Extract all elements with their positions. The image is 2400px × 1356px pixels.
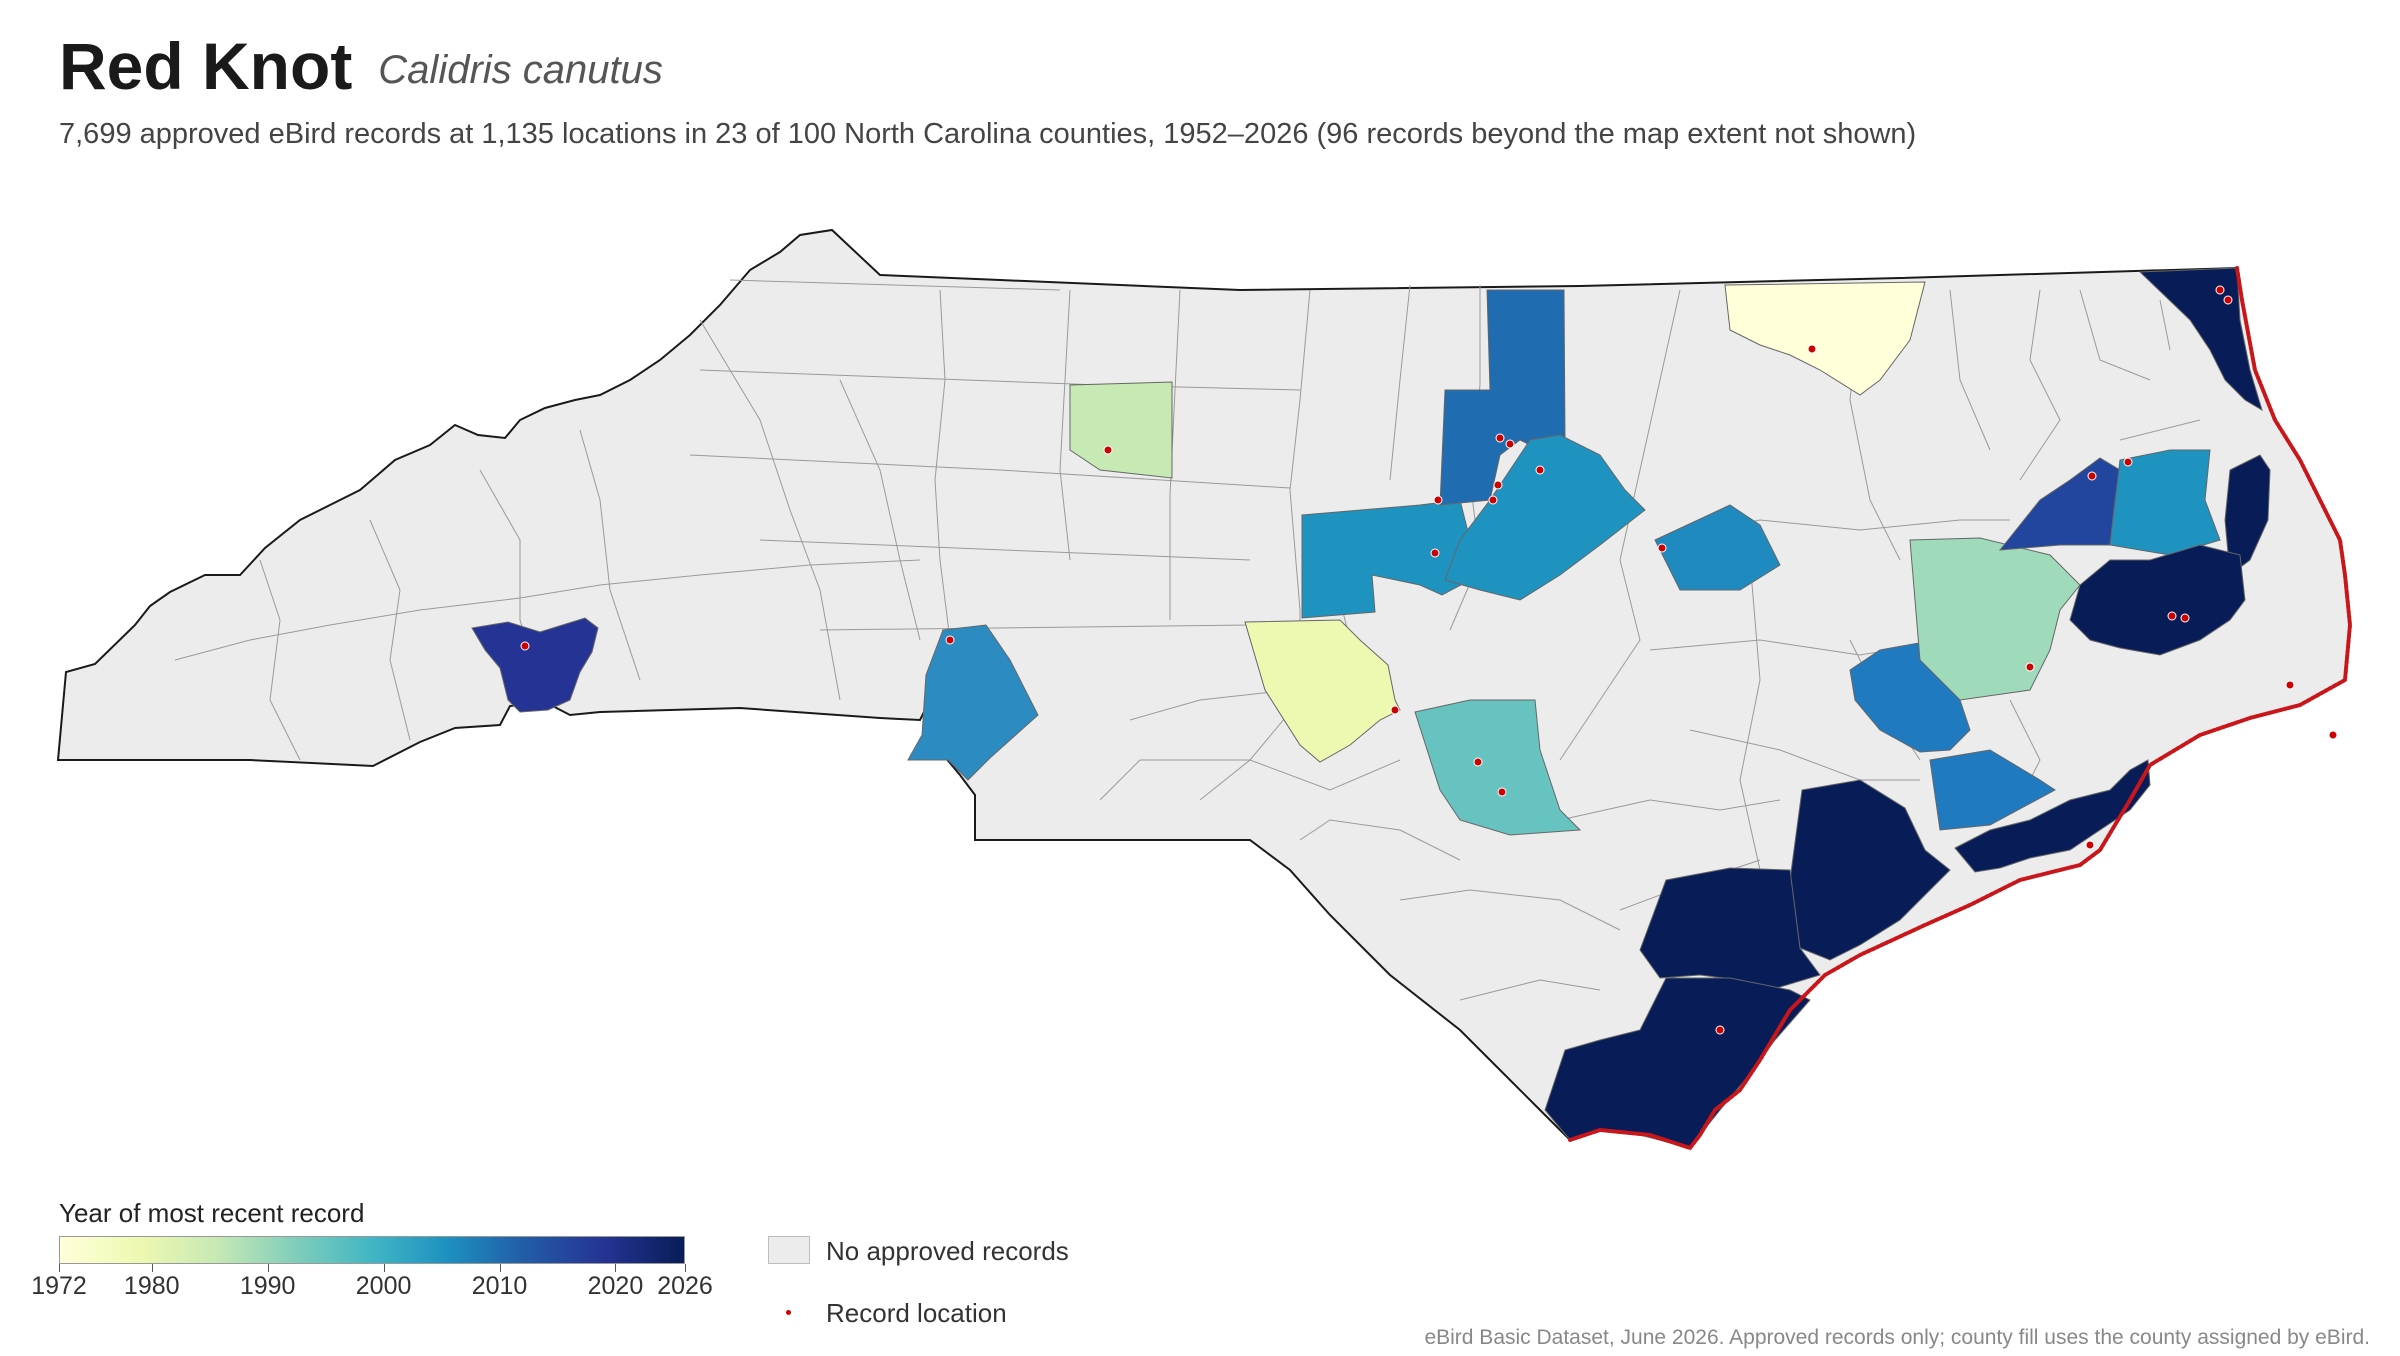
- subtitle: 7,699 approved eBird records at 1,135 lo…: [59, 118, 1917, 150]
- record-dot: [2215, 285, 2225, 295]
- record-dot: [2167, 611, 2177, 621]
- record-dot: [1505, 439, 1515, 449]
- record-dot: [1493, 480, 1503, 490]
- county-fill: [1909, 537, 2081, 701]
- record-dot: [1807, 344, 1817, 354]
- county-fill: [471, 617, 599, 713]
- record-dot: [2285, 680, 2295, 690]
- record-dot: [1495, 433, 1505, 443]
- county-fill: [1954, 759, 2151, 873]
- record-dot: [2025, 662, 2035, 672]
- county-fill: [907, 624, 1039, 781]
- county-fill: [2138, 267, 2263, 412]
- record-dot: [2085, 840, 2095, 850]
- record-dot: [1657, 543, 1667, 553]
- record-dot: [2087, 471, 2097, 481]
- colorbar-tick-label: 2026: [657, 1272, 713, 1300]
- colorbar-tick: [151, 1264, 153, 1272]
- county-fill: [2224, 454, 2271, 576]
- scientific-name: Calidris canutus: [378, 48, 663, 92]
- colorbar-tick: [615, 1264, 617, 1272]
- colorbar-tick-label: 1990: [239, 1272, 296, 1300]
- county-fill: [1724, 281, 1926, 396]
- common-name: Red Knot: [59, 29, 353, 103]
- colorbar-tick-label: 2020: [587, 1272, 644, 1300]
- record-dots: [520, 285, 2338, 1035]
- colorbar-tick: [499, 1264, 501, 1272]
- record-dot: [1715, 1025, 1725, 1035]
- record-dot: [1488, 495, 1498, 505]
- colorbar-title: Year of most recent record: [59, 1198, 365, 1228]
- record-dot: [520, 641, 530, 651]
- county-fill: [1654, 504, 1781, 591]
- record-dot: [1497, 787, 1507, 797]
- county-fill: [1414, 699, 1582, 836]
- record-dot: [1430, 548, 1440, 558]
- record-dot: [2180, 613, 2190, 623]
- colorbar-tick-label: 1972: [31, 1272, 87, 1300]
- county-fill: [1069, 381, 1173, 479]
- colorbar-tick-label: 2000: [355, 1272, 412, 1300]
- colored-counties: [471, 267, 2271, 1149]
- coastal-record-trail: [1568, 266, 2353, 1151]
- county-fill: [1929, 749, 2056, 831]
- record-dot: [2123, 457, 2133, 467]
- record-location-dot-icon: [786, 1310, 791, 1315]
- colorbar-tick: [59, 1264, 60, 1272]
- no-records-label: No approved records: [826, 1236, 1069, 1266]
- page-title: Red Knot Calidris canutus: [59, 28, 663, 104]
- colorbar-tick-label: 1980: [123, 1272, 180, 1300]
- colorbar-tick: [267, 1264, 269, 1272]
- colorbar-tick: [685, 1264, 686, 1272]
- colorbar-tick-label: 2010: [471, 1272, 528, 1300]
- county-fill: [2069, 544, 2246, 656]
- record-dot: [1473, 757, 1483, 767]
- record-location-label: Record location: [826, 1298, 1007, 1328]
- county-fill: [1439, 289, 1566, 506]
- county-fill: [1444, 434, 1646, 601]
- colorbar-tick: [383, 1264, 385, 1272]
- record-dot: [945, 635, 955, 645]
- no-records-swatch: [768, 1236, 810, 1264]
- record-dot: [1103, 445, 1113, 455]
- record-dot: [1535, 465, 1545, 475]
- county-fill: [1244, 619, 1401, 763]
- record-dot: [1390, 705, 1400, 715]
- source-note: eBird Basic Dataset, June 2026. Approved…: [1424, 1326, 2370, 1349]
- record-dot: [1433, 495, 1443, 505]
- year-colorbar: [59, 1236, 685, 1264]
- record-dot: [2223, 295, 2233, 305]
- record-dot: [2328, 730, 2338, 740]
